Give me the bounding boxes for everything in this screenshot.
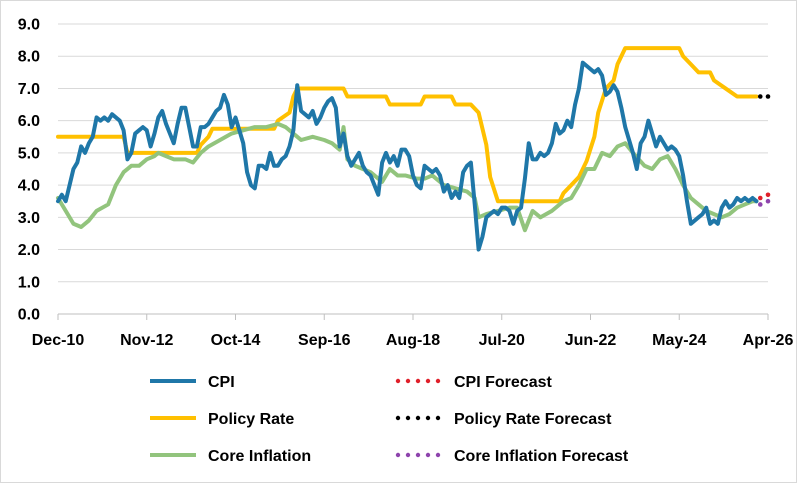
legend-swatch-dot xyxy=(395,415,401,421)
legend-label: Core Inflation xyxy=(208,448,311,465)
legend-label: CPI Forecast xyxy=(454,374,552,391)
y-tick-label: 1.0 xyxy=(18,274,40,291)
legend-swatch-dot xyxy=(415,452,421,458)
axes xyxy=(57,313,769,320)
x-tick-label: Apr-26 xyxy=(743,332,794,349)
core-inflation-line xyxy=(56,121,759,233)
y-tick-labels: 0.0 1.0 2.0 3.0 4.0 5.0 6.0 7.0 8.0 9.0 xyxy=(18,17,40,324)
legend-swatch-dot xyxy=(425,452,431,458)
legend-label: Policy Rate Forecast xyxy=(454,411,612,428)
series-lines xyxy=(56,46,771,252)
x-tick-label: May-24 xyxy=(652,332,706,349)
legend-item-policy-rate-forecast: Policy Rate Forecast xyxy=(395,411,612,428)
x-tick-label: Dec-10 xyxy=(32,332,85,349)
y-tick-label: 5.0 xyxy=(18,145,40,162)
legend-swatch-dot xyxy=(435,452,441,458)
legend-swatch-dot xyxy=(435,415,441,421)
legend-swatch-dot xyxy=(425,415,431,421)
core-inflation-forecast-point xyxy=(757,202,763,207)
y-tick-label: 7.0 xyxy=(18,81,40,98)
legend-item-policy-rate: Policy Rate xyxy=(150,411,294,428)
x-tick-label: Jun-22 xyxy=(565,332,617,349)
y-tick-label: 4.0 xyxy=(18,178,40,195)
legend-swatch-dot xyxy=(415,378,421,384)
y-tick-label: 0.0 xyxy=(18,307,40,324)
legend-swatch-dot xyxy=(435,378,441,384)
y-tick-label: 3.0 xyxy=(18,210,40,227)
cpi-forecast-point xyxy=(757,195,763,201)
x-tick-label: Oct-14 xyxy=(211,332,261,349)
legend-label: Core Inflation Forecast xyxy=(454,448,629,465)
legend-item-cpi: CPI xyxy=(150,374,235,391)
legend-swatch-dot xyxy=(415,415,421,421)
legend-item-cpi-forecast: CPI Forecast xyxy=(395,374,552,391)
x-tick-label: Aug-18 xyxy=(386,332,440,349)
legend-swatch-dot xyxy=(395,452,401,458)
cpi-line xyxy=(56,60,759,252)
y-tick-label: 2.0 xyxy=(18,242,40,259)
legend-item-core-inflation-forecast: Core Inflation Forecast xyxy=(395,448,629,465)
legend-swatch-dot xyxy=(405,452,411,458)
legend-swatch-dot xyxy=(405,378,411,384)
legend-swatch-dot xyxy=(425,378,431,384)
x-tick-label: Sep-16 xyxy=(298,332,351,349)
legend: CPI CPI Forecast Policy Rate Policy Rate Fo… xyxy=(150,374,629,465)
policy-rate-forecast-point xyxy=(757,94,763,99)
cpi-forecast-point xyxy=(765,192,771,198)
x-tick-labels: Dec-10 Nov-12 Oct-14 Sep-16 Aug-18 Jul-20 Jun-… xyxy=(32,332,794,349)
legend-swatch-dot xyxy=(395,378,401,384)
legend-item-core-inflation: Core Inflation xyxy=(150,448,311,465)
core-inflation-forecast-point xyxy=(765,198,771,204)
legend-label: CPI xyxy=(208,374,235,391)
y-tick-label: 6.0 xyxy=(18,113,40,130)
legend-swatch-dot xyxy=(405,415,411,421)
legend-label: Policy Rate xyxy=(208,411,294,428)
x-tick-label: Jul-20 xyxy=(479,332,525,349)
policy-rate-forecast-point xyxy=(765,94,771,99)
y-tick-label: 9.0 xyxy=(18,17,40,34)
x-tick-label: Nov-12 xyxy=(120,332,173,349)
y-tick-label: 8.0 xyxy=(18,49,40,66)
